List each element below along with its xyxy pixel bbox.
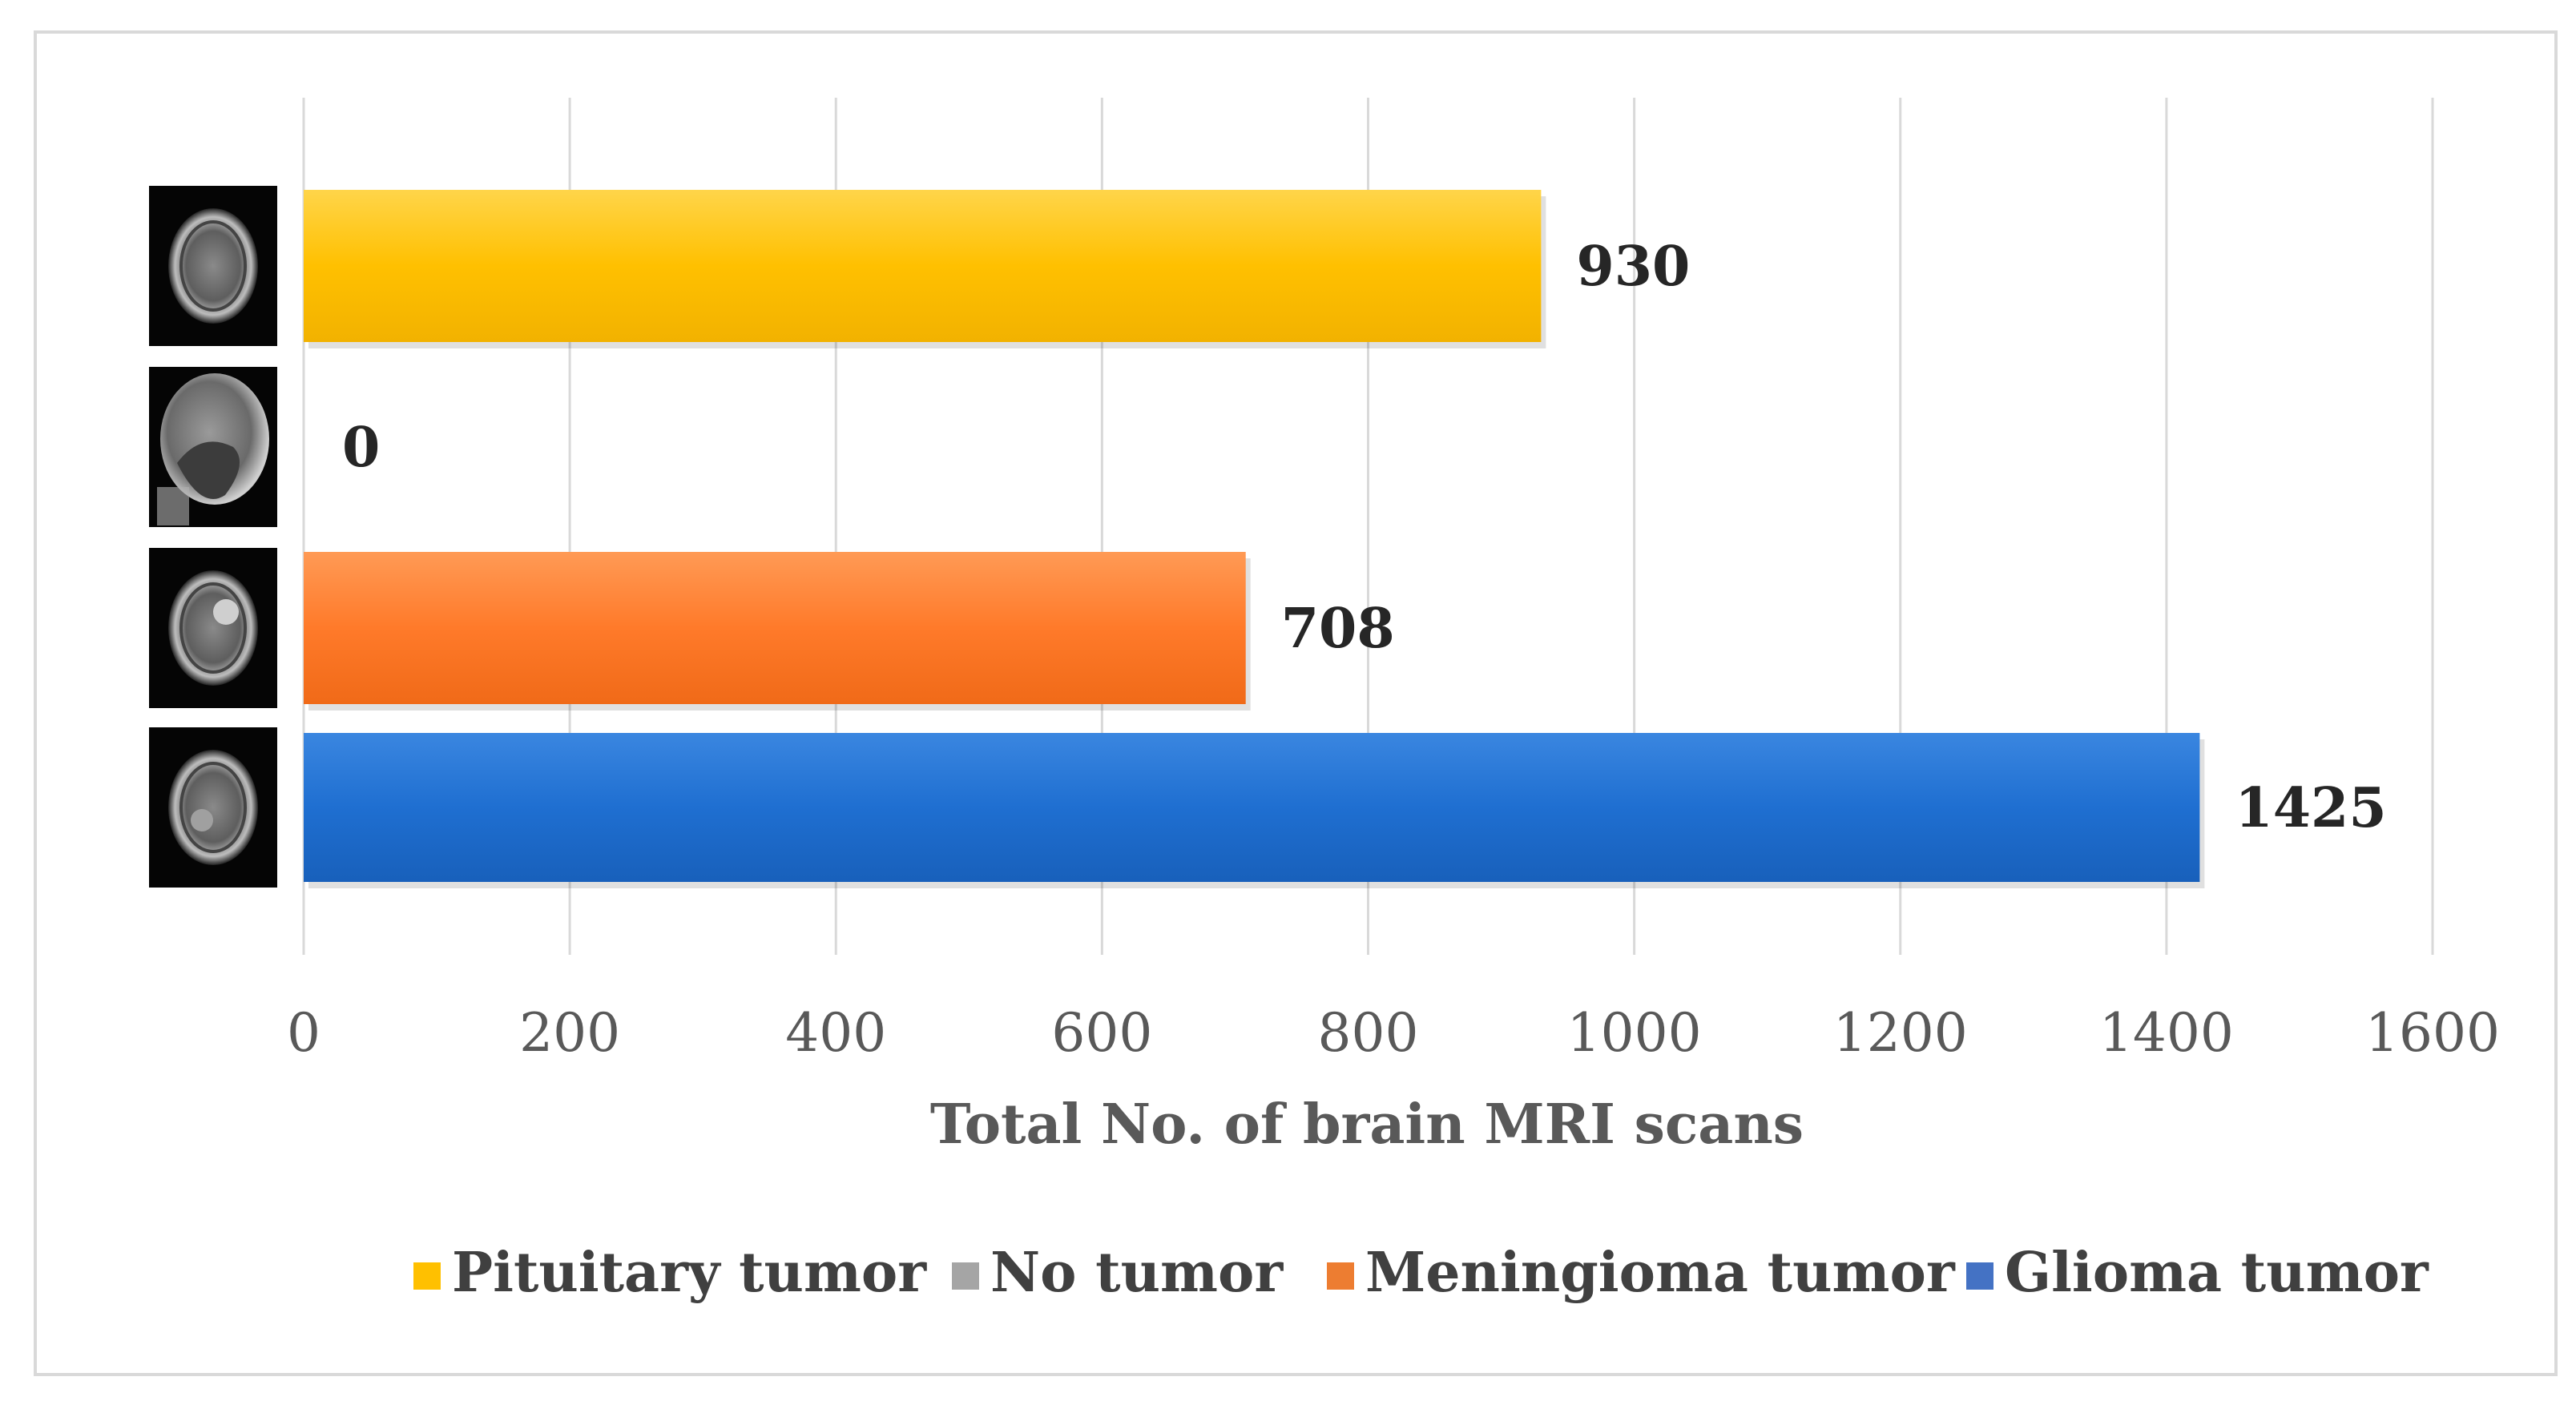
mri-thumbnail-brain-mri-axial <box>149 186 277 346</box>
legend-item-pituitary-tumor: Pituitary tumor <box>413 1241 927 1305</box>
legend-label: Glioma tumor <box>2005 1241 2429 1305</box>
x-tick-label: 1600 <box>2365 1002 2500 1064</box>
legend-swatch <box>1327 1262 1354 1290</box>
axial-brain-contour <box>179 762 247 853</box>
bar-chart: 0 200 400 600 800 1000 1200 1400 1600 930 0 708 1425… <box>149 98 2500 1305</box>
x-tick-label: 0 <box>287 1002 320 1064</box>
sagittal-structure <box>177 441 240 499</box>
axial-brain-contour <box>179 582 247 674</box>
bar-meningioma-tumor <box>304 552 1246 704</box>
legend-label: Meningioma tumor <box>1365 1241 1956 1305</box>
x-tick-label: 1000 <box>1567 1002 1702 1064</box>
tumor-spot <box>213 599 239 625</box>
data-label: 708 <box>1281 597 1395 661</box>
tumor-spot <box>191 809 213 831</box>
legend-label: Pituitary tumor <box>452 1241 927 1305</box>
mri-thumbnail-brain-mri-axial <box>149 727 277 888</box>
legend-swatch <box>413 1262 441 1290</box>
x-tick-label: 1200 <box>1833 1002 1968 1064</box>
x-tick-label: 200 <box>519 1002 620 1064</box>
x-tick-label: 1400 <box>2099 1002 2234 1064</box>
chart-frame: 0 200 400 600 800 1000 1200 1400 1600 930 0 708 1425… <box>34 30 2558 1376</box>
legend-label: No tumor <box>990 1241 1284 1305</box>
mri-thumbnail-brain-mri-axial <box>149 548 277 708</box>
data-label: 1425 <box>2235 776 2386 840</box>
data-label: 0 <box>342 416 380 480</box>
x-axis-title: Total No. of brain MRI scans <box>930 1093 1804 1157</box>
bar-glioma-tumor <box>304 733 2200 882</box>
bar-pituitary-tumor <box>304 190 1542 342</box>
x-tick-label: 600 <box>1051 1002 1152 1064</box>
x-tick-label: 800 <box>1318 1002 1419 1064</box>
sagittal-neck <box>157 487 189 525</box>
data-label: 930 <box>1576 235 1690 299</box>
legend-swatch <box>952 1262 979 1290</box>
axial-brain-contour <box>179 220 247 312</box>
legend-item-meningioma-tumor: Meningioma tumor <box>1327 1241 1956 1305</box>
legend-item-no-tumor: No tumor <box>952 1241 1284 1305</box>
legend-swatch <box>1966 1262 1993 1290</box>
legend-item-glioma-tumor: Glioma tumor <box>1966 1241 2429 1305</box>
mri-thumbnail-brain-mri-sagittal <box>149 367 277 527</box>
x-tick-label: 400 <box>785 1002 886 1064</box>
